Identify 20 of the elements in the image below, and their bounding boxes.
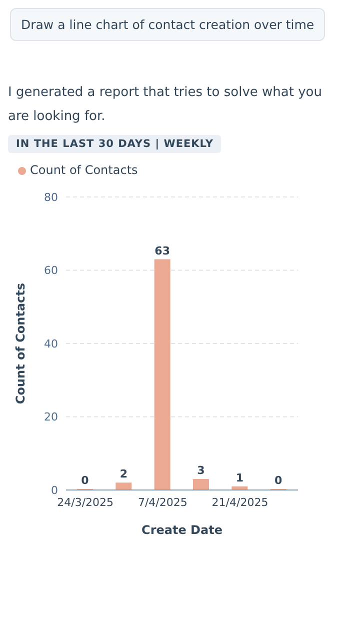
y-tick-label: 60 — [44, 264, 58, 278]
y-axis-title: Count of Contacts — [13, 282, 28, 404]
y-tick-label: 40 — [44, 337, 58, 350]
x-tick-label: 7/4/2025 — [138, 496, 188, 509]
data-label: 0 — [274, 474, 283, 487]
data-label: 63 — [154, 244, 170, 258]
text: I generated a report that tries to solve what you are looking for. — [8, 84, 323, 126]
legend-label: Count of Contacts — [30, 163, 138, 177]
y-tick-label: 80 — [44, 190, 58, 204]
x-tick-label: 24/3/2025 — [57, 496, 114, 509]
x-axis-title: Create Date — [142, 523, 222, 537]
data-label: 3 — [197, 464, 205, 478]
data-label: 0 — [81, 474, 90, 487]
data-label: 2 — [120, 468, 128, 481]
text: Draw a line chart of contact creation over time — [10, 8, 326, 41]
data-label: 1 — [236, 471, 244, 484]
y-tick-label: 20 — [44, 410, 58, 424]
x-tick-label: 21/4/2025 — [212, 496, 268, 509]
chart-subtitle: IN THE LAST 30 DAYS | WEEKLY — [8, 135, 222, 153]
y-tick-label: 0 — [51, 484, 58, 497]
